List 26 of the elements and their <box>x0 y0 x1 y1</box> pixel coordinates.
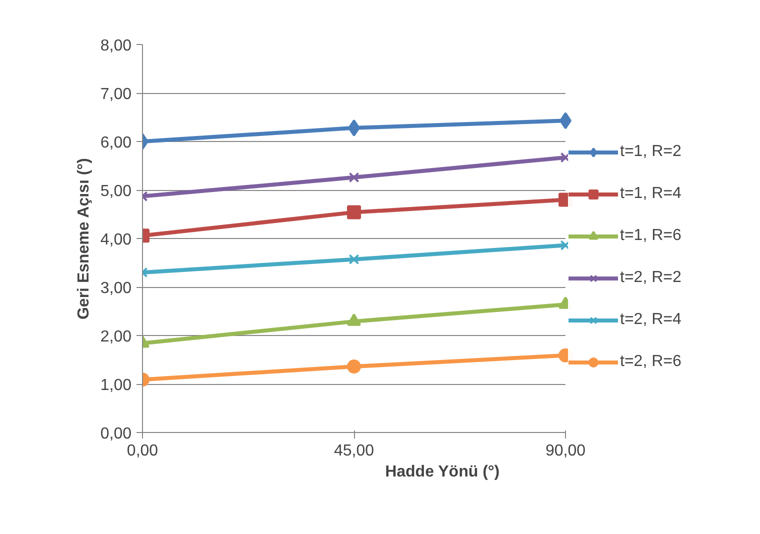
x-tick-label: 0,00 <box>126 442 158 460</box>
y-tick-label: 5,00 <box>100 183 132 200</box>
legend-label: t=2, R=6 <box>620 353 682 371</box>
y-tick-label: 3,00 <box>100 280 132 297</box>
y-tick-label: 1,00 <box>100 377 132 394</box>
y-tick-label: 0,00 <box>100 426 132 442</box>
y-tick-label: 4,00 <box>100 232 132 248</box>
x-tick-label: 90,00 <box>545 442 586 460</box>
point <box>347 205 361 220</box>
y-tick-label: 6,00 <box>100 134 132 152</box>
legend-label: t=1, R=4 <box>620 185 682 203</box>
x-tick-label: 45,00 <box>334 442 374 460</box>
point <box>560 240 571 251</box>
point <box>347 360 361 374</box>
point <box>348 172 360 183</box>
legend-label: t=2, R=4 <box>620 311 682 329</box>
legend-label: t=2, R=2 <box>620 269 682 287</box>
point <box>560 152 571 163</box>
y-tick-label: 2,00 <box>100 328 132 346</box>
y-axis-title: Geri Esneme Açısı (°) <box>75 158 92 320</box>
legend-label: t=1, R=2 <box>620 143 682 161</box>
point <box>348 254 360 265</box>
legend-label: t=1, R=6 <box>620 227 682 245</box>
y-tick-label: 7,00 <box>100 86 132 103</box>
y-tick-label: 8,00 <box>100 38 132 54</box>
x-axis-title: Hadde Yönü (°) <box>385 464 500 480</box>
